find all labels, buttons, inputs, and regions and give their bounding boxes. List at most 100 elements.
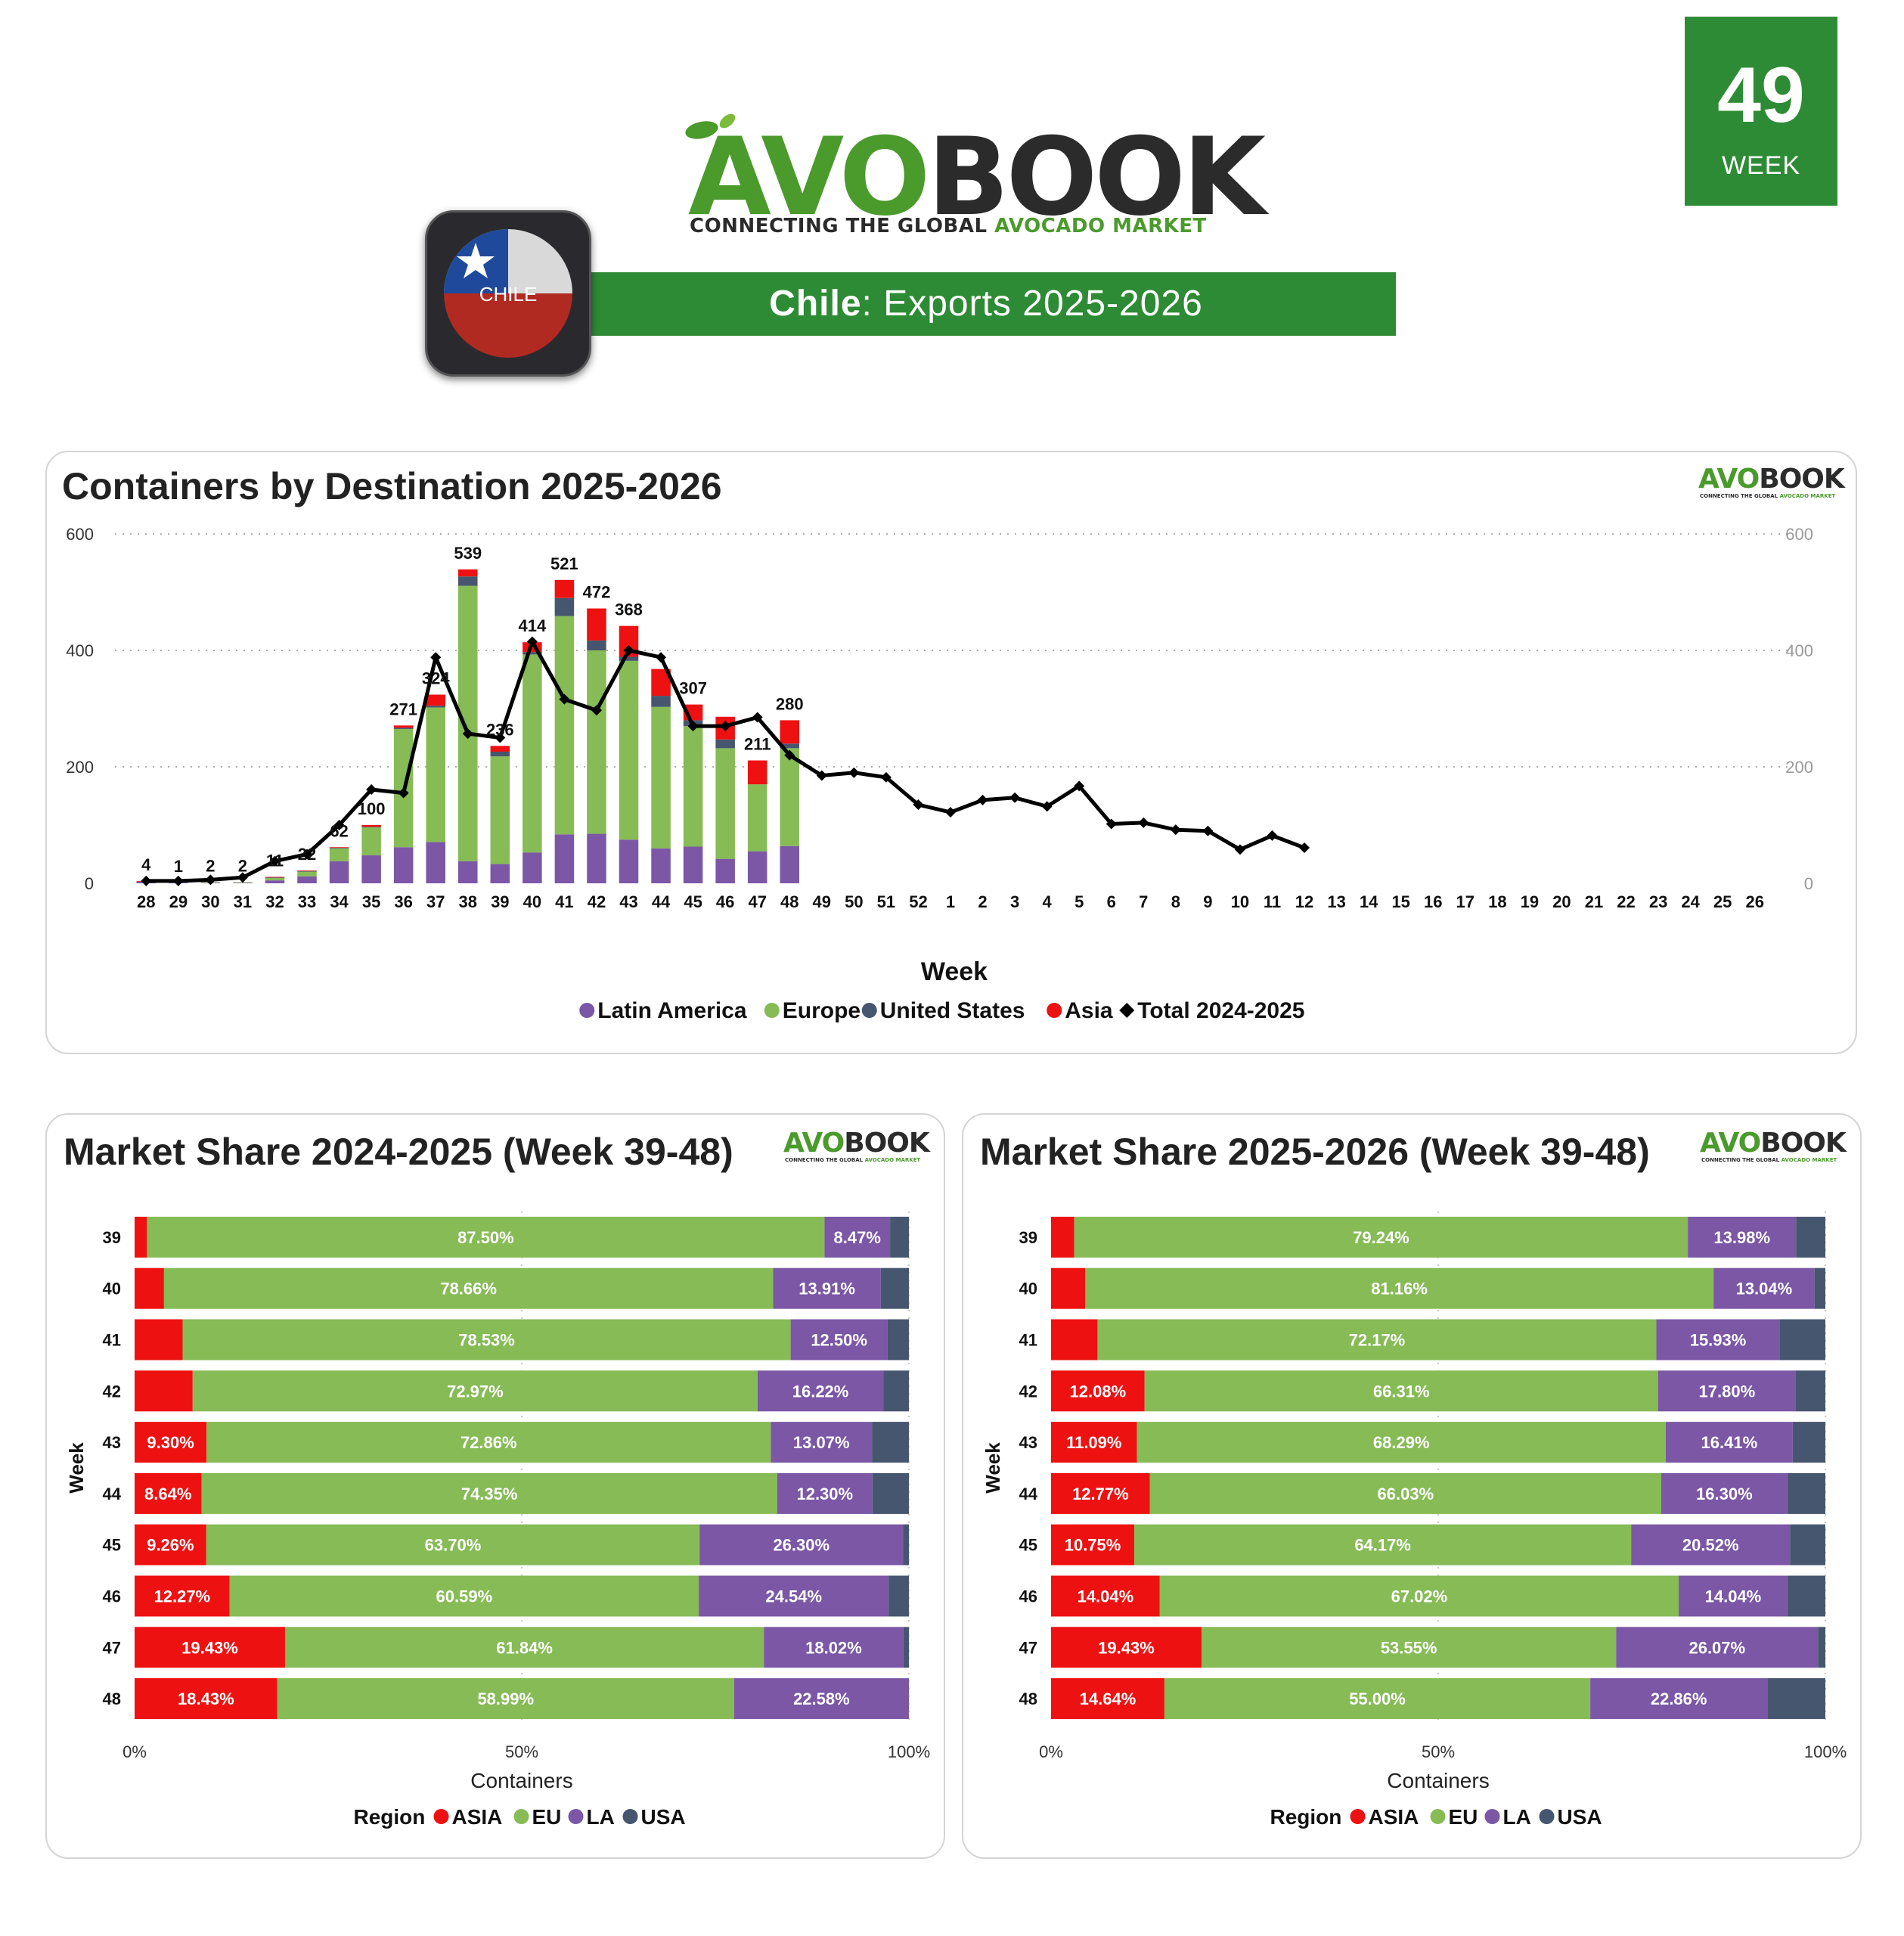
share-bar-segment <box>1144 1370 1658 1412</box>
total-line-point <box>141 875 152 886</box>
week-tick-label: 42 <box>1019 1382 1037 1401</box>
share-bar-segment <box>182 1319 791 1360</box>
total-line-point <box>623 645 634 656</box>
legend-label: ASIA <box>452 1805 503 1829</box>
x-tick-label: 44 <box>652 892 671 911</box>
legend-title: Region <box>354 1805 426 1829</box>
total-line-point <box>720 721 731 732</box>
total-line-point <box>1170 824 1181 836</box>
share-data-label: 9.26% <box>147 1536 194 1555</box>
x-tick-label: 10 <box>1231 892 1249 911</box>
bar-segment <box>523 852 542 883</box>
bar-segment <box>619 839 639 883</box>
y-tick-label: 400 <box>66 641 94 660</box>
share-bar-segment <box>903 1524 909 1565</box>
x-tick-label: 19 <box>1521 892 1539 911</box>
share-data-label: 81.16% <box>1371 1280 1428 1298</box>
legend-label: EU <box>1449 1805 1478 1829</box>
legend-label: EU <box>532 1805 562 1829</box>
bar-segment <box>587 833 606 883</box>
share-data-label: 19.43% <box>181 1638 238 1657</box>
x-tick-label: 22 <box>1617 892 1635 911</box>
x-tick-label: 39 <box>491 892 509 911</box>
week-tick-label: 43 <box>1019 1433 1037 1452</box>
total-line-point <box>237 872 248 883</box>
total-data-label: 280 <box>776 694 804 713</box>
bar-segment <box>361 825 381 827</box>
x-tick-label: 32 <box>265 892 284 911</box>
legend-label: Asia <box>1065 998 1113 1023</box>
share-bar-segment <box>883 1370 909 1412</box>
bar-segment <box>458 576 478 586</box>
total-line-point <box>205 874 216 886</box>
bar-segment <box>426 842 445 883</box>
total-line-point <box>462 728 473 740</box>
total-line-point <box>495 732 506 743</box>
total-line-point <box>1299 842 1310 854</box>
total-line-point <box>526 636 538 647</box>
total-data-label: 62 <box>330 821 348 840</box>
share-data-label: 8.64% <box>144 1485 191 1503</box>
legend-label: LA <box>587 1805 615 1829</box>
share-data-label: 87.50% <box>457 1228 514 1247</box>
share-data-label: 12.30% <box>796 1485 853 1503</box>
share-data-label: 9.30% <box>147 1433 194 1452</box>
share-bar-segment <box>206 1422 771 1463</box>
x-tick-label: 17 <box>1456 892 1475 911</box>
x-tick-label: 48 <box>780 892 799 911</box>
total-line-point <box>302 849 313 860</box>
x-tick-label: 42 <box>588 892 606 911</box>
avobook-logo: AVOBOOK CONNECTING THE GLOBAL AVOCADO MA… <box>665 110 1266 254</box>
total-data-label: 307 <box>679 679 707 698</box>
legend-marker <box>568 1809 584 1824</box>
share-bar-segment <box>229 1575 699 1617</box>
y2-tick-label: 0 <box>1804 874 1813 893</box>
share-data-label: 26.07% <box>1688 1638 1745 1657</box>
share-data-label: 18.43% <box>178 1689 234 1708</box>
share-data-label: 12.27% <box>154 1587 211 1606</box>
bar-segment <box>297 871 317 876</box>
total-line-point <box>591 705 602 716</box>
containers-title: Containers by Destination 2025-2026 <box>62 465 722 507</box>
share-bar-segment <box>758 1370 884 1412</box>
x-tick-label: 15 <box>1391 892 1409 911</box>
total-line-point <box>398 787 409 799</box>
x-tick-label: 8 <box>1171 892 1180 911</box>
total-line-point <box>913 799 924 811</box>
share-bar-segment <box>1787 1472 1825 1514</box>
share-bar-segment <box>1074 1216 1688 1258</box>
share-data-label: 16.41% <box>1701 1433 1758 1452</box>
share-bar-segment <box>1779 1319 1825 1360</box>
bar-segment <box>297 876 317 883</box>
bar-segment <box>780 845 800 883</box>
legend-marker <box>1350 1809 1366 1824</box>
week-tick-label: 40 <box>1019 1280 1037 1298</box>
week-badge: 49 WEEK <box>1685 17 1837 206</box>
total-data-label: 521 <box>550 554 578 573</box>
share-bar-segment <box>206 1524 700 1565</box>
total-data-label: 22 <box>298 845 316 864</box>
legend-marker <box>764 1003 780 1018</box>
total-data-label: 4 <box>141 855 151 874</box>
share-data-label: 12.77% <box>1072 1485 1129 1503</box>
share-data-label: 13.04% <box>1736 1280 1793 1298</box>
bar-segment <box>361 827 381 856</box>
x-tick-label: 24 <box>1681 892 1700 911</box>
bar-segment <box>554 579 575 598</box>
share-bar-segment <box>1201 1627 1617 1668</box>
share-bar-segment <box>1051 1319 1098 1360</box>
total-line-point <box>687 721 699 732</box>
title-banner: Chile: Exports 2025-2026 <box>576 272 1396 336</box>
share-bar-segment <box>1051 1422 1137 1463</box>
x-tick-label: 25 <box>1713 892 1732 911</box>
share-bar-segment <box>1790 1524 1825 1565</box>
share-data-label: 13.98% <box>1713 1228 1770 1247</box>
total-data-label: 414 <box>519 616 547 635</box>
bar-segment <box>393 847 414 883</box>
total-line-point <box>752 712 763 723</box>
share-bar-segment <box>1631 1524 1791 1565</box>
y2-tick-label: 600 <box>1785 525 1813 544</box>
share-bar-segment <box>699 1575 889 1617</box>
share-bar-segment <box>888 1575 909 1617</box>
bar-segment <box>715 748 735 859</box>
